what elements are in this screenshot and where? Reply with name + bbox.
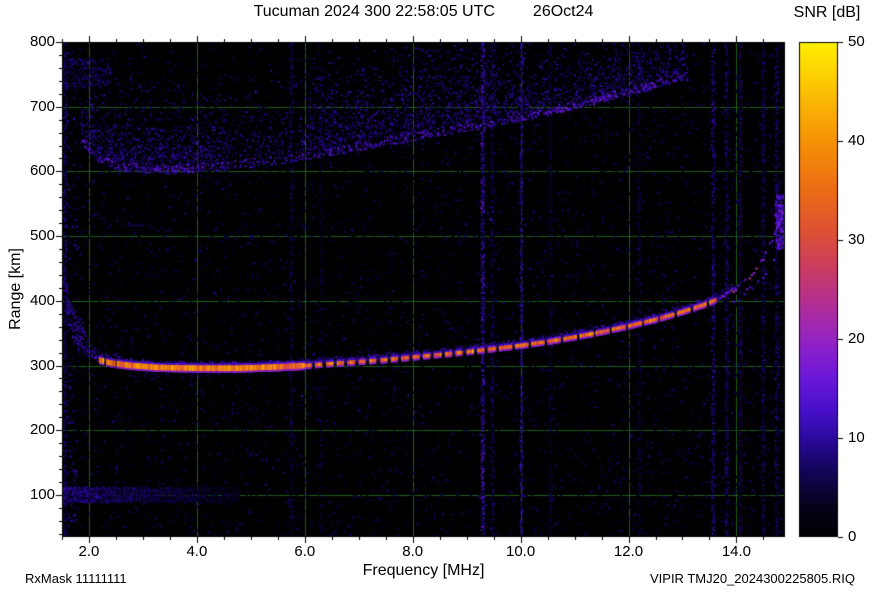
y-tick-label: 800 (29, 33, 55, 50)
station-datetime-label: Tucuman 2024 300 22:58:05 UTC (253, 3, 495, 20)
colorbar-tick-labels: 0 10 20 30 40 50 (848, 0, 874, 595)
x-tick-label: 8.0 (402, 543, 424, 560)
data-file-label: VIPIR TMJ20_2024300225805.RIQ (649, 571, 855, 586)
rx-mask-label: RxMask 11111111 (25, 571, 127, 586)
colorbar-tick-label: 50 (848, 33, 865, 50)
x-tick-label: 12.0 (613, 543, 644, 560)
x-tick-label: 14.0 (721, 543, 752, 560)
colorbar-title: SNR [dB] (793, 4, 861, 21)
colorbar-tick-label: 30 (848, 231, 865, 248)
y-tick-label: 300 (29, 356, 55, 374)
x-tick-label: 4.0 (186, 543, 208, 560)
y-tick-label: 200 (29, 421, 55, 439)
y-tick-label: 500 (29, 227, 55, 245)
colorbar-tick-label: 20 (848, 330, 865, 347)
colorbar-tick-label: 0 (848, 528, 857, 545)
x-axis-label: Frequency [MHz] (362, 562, 485, 579)
y-tick-label: 100 (29, 485, 55, 503)
y-tick-label: 700 (29, 97, 55, 115)
colorbar-tick-label: 10 (848, 429, 865, 446)
x-tick-label: 6.0 (294, 543, 316, 560)
y-tick-labels: 800 700 600 500 400 300 200 100 (0, 0, 55, 595)
x-tick-label: 10.0 (506, 543, 536, 560)
colorbar-tick-label: 40 (848, 132, 865, 149)
chart-title: Tucuman 2024 300 22:58:05 UTC 26Oct24 (62, 3, 785, 21)
x-tick-label: 2.0 (78, 543, 100, 560)
y-tick-label: 400 (29, 291, 55, 309)
date-label: 26Oct24 (532, 3, 594, 20)
y-tick-label: 600 (29, 162, 55, 180)
